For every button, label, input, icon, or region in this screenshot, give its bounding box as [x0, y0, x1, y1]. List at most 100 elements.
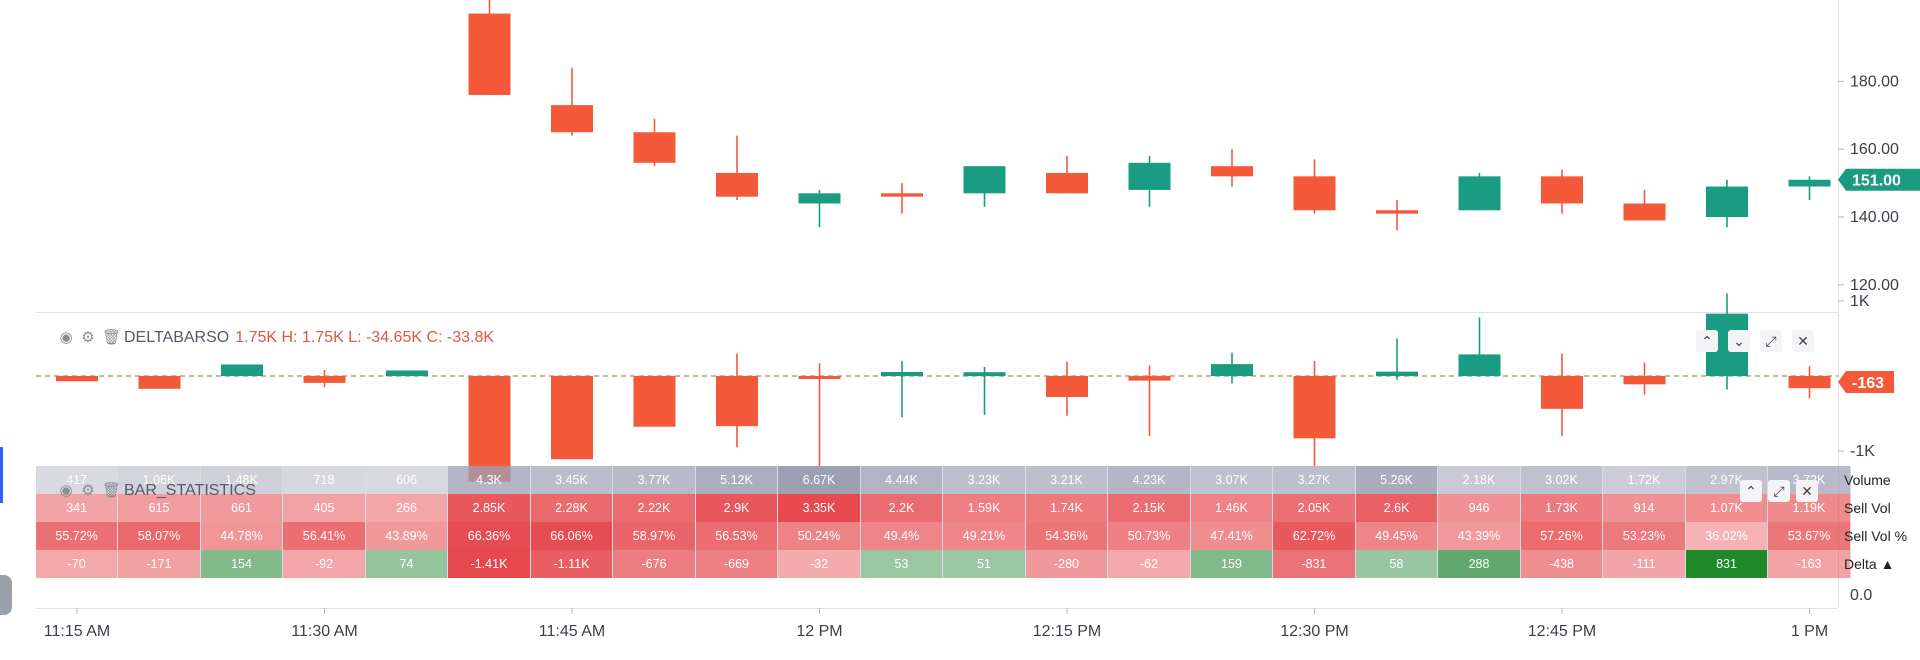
- candle-body: [1293, 176, 1336, 211]
- price-axis-label: 140.00: [1850, 209, 1899, 226]
- stats-cell: -70: [36, 550, 119, 578]
- candle-body: [1046, 172, 1088, 194]
- maximize-icon[interactable]: ⤢: [1768, 480, 1790, 502]
- gear-icon[interactable]: ⚙: [81, 482, 95, 499]
- stats-cell: 43.39%: [1438, 522, 1521, 550]
- candle-body: [1128, 162, 1171, 190]
- candle-body: [1211, 166, 1253, 177]
- time-axis-label: 11:30 AM: [291, 623, 357, 640]
- stats-cell: 54.36%: [1025, 522, 1109, 550]
- stats-cell: 615: [118, 494, 201, 522]
- delta-bar: [881, 372, 923, 376]
- delta-bar: [1046, 376, 1088, 397]
- indicator-legend: ◉ ⚙ 🗑 DELTABARSO 1.75K H: 1.75K L: -34.6…: [58, 329, 494, 347]
- stats-cell: 5.12K: [695, 466, 779, 494]
- stats-cell: 49.45%: [1355, 522, 1439, 550]
- stats-cell: 53.67%: [1768, 522, 1851, 550]
- candle-body: [1623, 203, 1666, 221]
- chevron-down-icon[interactable]: ⌄: [1728, 330, 1750, 352]
- stats-cell: 44.78%: [200, 522, 284, 550]
- stats-cell: -171: [118, 550, 201, 578]
- bar-statistics-legend: ◉ ⚙ 🗑 BAR_STATISTICS: [58, 482, 256, 500]
- last-delta-marker: [1838, 371, 1894, 393]
- stats-cell: 288: [1438, 550, 1521, 578]
- stats-cell: 51: [943, 550, 1026, 578]
- stats-row-label: Volume: [1844, 472, 1891, 488]
- delta-axis-label: 1K: [1850, 293, 1870, 310]
- delta-bar: [963, 372, 1006, 376]
- maximize-icon[interactable]: ⤢: [1760, 330, 1782, 352]
- candle-body: [881, 193, 923, 197]
- stats-cell: 3.27K: [1273, 466, 1356, 494]
- delta-bar: [1293, 376, 1336, 439]
- delta-bar: [56, 376, 98, 382]
- stats-cell: 53.23%: [1603, 522, 1686, 550]
- time-axis-label: 12 PM: [796, 623, 842, 640]
- stats-cell: 2.22K: [613, 494, 696, 522]
- stats-cell: -92: [283, 550, 366, 578]
- delta-bar: [551, 376, 593, 460]
- stats-cell: 58.97%: [613, 522, 696, 550]
- stats-row-label: Sell Vol %: [1844, 528, 1908, 544]
- eye-icon[interactable]: ◉: [59, 329, 73, 346]
- stats-cell: 1.59K: [943, 494, 1026, 522]
- bar-statistics-name: BAR_STATISTICS: [124, 482, 256, 499]
- stats-cell: 831: [1685, 550, 1769, 578]
- stats-cell: 266: [365, 494, 449, 522]
- stats-cell: -62: [1108, 550, 1191, 578]
- candle-body: [798, 193, 841, 204]
- stats-cell: 3.23K: [943, 466, 1026, 494]
- candle-body: [716, 172, 758, 197]
- time-axis-label: 1 PM: [1791, 623, 1828, 640]
- close-icon[interactable]: ✕: [1792, 330, 1814, 352]
- eye-icon[interactable]: ◉: [59, 482, 73, 499]
- trash-icon[interactable]: 🗑: [102, 482, 122, 499]
- candle-body: [1458, 176, 1501, 211]
- chevron-up-icon[interactable]: ⌃: [1696, 330, 1718, 352]
- stats-cell: 5.26K: [1355, 466, 1439, 494]
- stats-cell: 36.02%: [1685, 522, 1769, 550]
- stats-cell: 4.23K: [1108, 466, 1191, 494]
- stats-cell: 2.6K: [1355, 494, 1439, 522]
- stats-cell: -831: [1273, 550, 1356, 578]
- stats-cell: -1.11K: [530, 550, 614, 578]
- stats-cell: 50.24%: [778, 522, 861, 550]
- last-price-label: 151.00: [1852, 173, 1901, 190]
- price-axis-label: 160.00: [1850, 141, 1899, 158]
- stats-cell: 58.07%: [118, 522, 201, 550]
- delta-bar: [386, 370, 428, 376]
- stats-cell: 606: [365, 466, 449, 494]
- time-axis-border: [36, 608, 1838, 609]
- time-axis-label: 11:15 AM: [44, 623, 110, 640]
- candle-body: [1376, 210, 1418, 214]
- stats-cell: 661: [200, 494, 284, 522]
- stats-cell: 2.18K: [1438, 466, 1521, 494]
- left-scroll-handle[interactable]: [0, 575, 12, 615]
- candle-body: [1788, 179, 1831, 187]
- stats-cell: 53: [860, 550, 944, 578]
- stats-cell: 66.06%: [530, 522, 614, 550]
- trash-icon[interactable]: 🗑: [102, 329, 122, 346]
- delta-bar: [1788, 376, 1831, 389]
- stats-cell: -32: [778, 550, 861, 578]
- delta-bar: [1376, 371, 1418, 376]
- stats-cell: 718: [283, 466, 366, 494]
- stats-row-label: Sell Vol: [1844, 500, 1891, 516]
- stats-cell: 49.21%: [943, 522, 1026, 550]
- stats-cell: 914: [1603, 494, 1686, 522]
- stats-cell: -676: [613, 550, 696, 578]
- stats-cell: 47.41%: [1190, 522, 1274, 550]
- stats-cell: 4.44K: [860, 466, 944, 494]
- close-icon[interactable]: ✕: [1796, 480, 1818, 502]
- time-axis-label: 12:30 PM: [1280, 623, 1348, 640]
- stats-cell: 74: [365, 550, 449, 578]
- delta-bar: [1128, 376, 1171, 381]
- bar-statistics-controls: ⌃ ⤢ ✕: [1740, 480, 1818, 502]
- stats-cell: 341: [36, 494, 119, 522]
- stats-cell: -669: [695, 550, 779, 578]
- stats-axis-label: 0.0: [1850, 587, 1872, 604]
- price-axis-label: 180.00: [1850, 73, 1899, 90]
- stats-cell: 1.46K: [1190, 494, 1274, 522]
- gear-icon[interactable]: ⚙: [81, 329, 95, 346]
- chevron-up-icon[interactable]: ⌃: [1740, 480, 1762, 502]
